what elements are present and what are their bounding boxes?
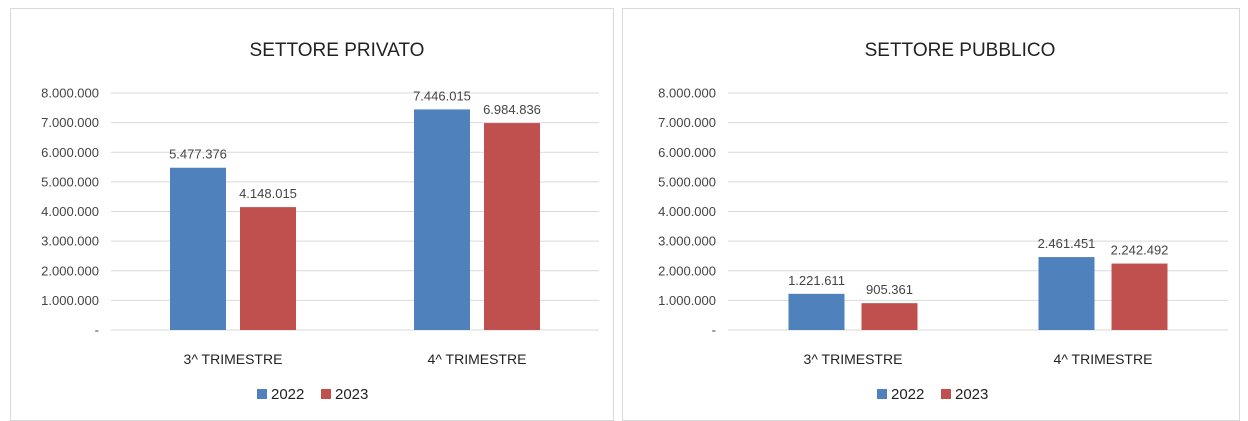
- y-tick-label: -: [712, 323, 716, 338]
- bar-2022-2: [414, 109, 470, 330]
- legend-label-2023: 2023: [955, 386, 988, 403]
- bar-2022-1: [170, 167, 226, 330]
- bar-2023-2: [1111, 263, 1168, 330]
- data-label: 905.361: [866, 282, 913, 297]
- legend-label-2022: 2022: [891, 386, 924, 403]
- y-tick-label: 5.000.000: [41, 174, 99, 189]
- y-tick-label: 7.000.000: [658, 115, 716, 130]
- y-tick-label: 4.000.000: [658, 204, 716, 219]
- data-label: 2.461.451: [1038, 236, 1096, 251]
- legend-label-2023: 2023: [335, 386, 368, 403]
- x-category-label: 3^ TRIMESTRE: [804, 351, 903, 367]
- x-category-label: 4^ TRIMESTRE: [1054, 351, 1153, 367]
- bar-2023-1: [861, 303, 918, 330]
- bar-2022-1: [788, 293, 845, 330]
- y-tick-label: 2.000.000: [41, 263, 99, 278]
- data-label: 5.477.376: [169, 147, 227, 162]
- chart-svg-settore-pubblico: SETTORE PUBBLICO - 1.000.000 2.000.000 3.000…: [658, 40, 1228, 403]
- chart-panel-settore-privato: SETTORE PRIVATO - 1.000.000 2.000.000 3.000.…: [10, 8, 614, 421]
- y-tick-label: 6.000.000: [658, 145, 716, 160]
- y-tick-label: 4.000.000: [41, 204, 99, 219]
- data-label: 2.242.492: [1111, 243, 1169, 258]
- y-tick-label: 6.000.000: [41, 145, 99, 160]
- y-tick-label: 1.000.000: [41, 293, 99, 308]
- bar-2023-2: [484, 123, 540, 330]
- chart-title: SETTORE PUBBLICO: [865, 40, 1056, 61]
- legend-label-2022: 2022: [271, 386, 304, 403]
- y-tick-label: 8.000.000: [658, 86, 716, 101]
- legend: 2022 2023: [877, 386, 988, 403]
- data-label: 7.446.015: [413, 88, 471, 103]
- legend-swatch-2023: [941, 389, 951, 399]
- y-tick-label: 3.000.000: [41, 234, 99, 249]
- y-tick-label: -: [95, 323, 99, 338]
- data-label: 1.221.611: [788, 273, 845, 288]
- x-category-label: 4^ TRIMESTRE: [428, 351, 527, 367]
- y-tick-label: 2.000.000: [658, 263, 716, 278]
- legend-swatch-2023: [321, 389, 331, 399]
- legend: 2022 2023: [257, 386, 368, 403]
- y-tick-label: 3.000.000: [658, 234, 716, 249]
- x-category-label: 3^ TRIMESTRE: [184, 351, 283, 367]
- chart-panel-settore-pubblico: SETTORE PUBBLICO - 1.000.000 2.000.000 3.000…: [622, 8, 1240, 421]
- data-label: 6.984.836: [483, 102, 541, 117]
- legend-swatch-2022: [877, 389, 887, 399]
- y-tick-label: 5.000.000: [658, 174, 716, 189]
- y-tick-label: 7.000.000: [41, 115, 99, 130]
- legend-swatch-2022: [257, 389, 267, 399]
- chart-title: SETTORE PRIVATO: [250, 40, 425, 61]
- bar-2022-2: [1038, 257, 1095, 330]
- chart-svg-settore-privato: SETTORE PRIVATO - 1.000.000 2.000.000 3.000.…: [41, 40, 599, 403]
- y-tick-label: 8.000.000: [41, 86, 99, 101]
- data-label: 4.148.015: [239, 186, 297, 201]
- bar-2023-1: [240, 207, 296, 330]
- y-tick-label: 1.000.000: [658, 293, 716, 308]
